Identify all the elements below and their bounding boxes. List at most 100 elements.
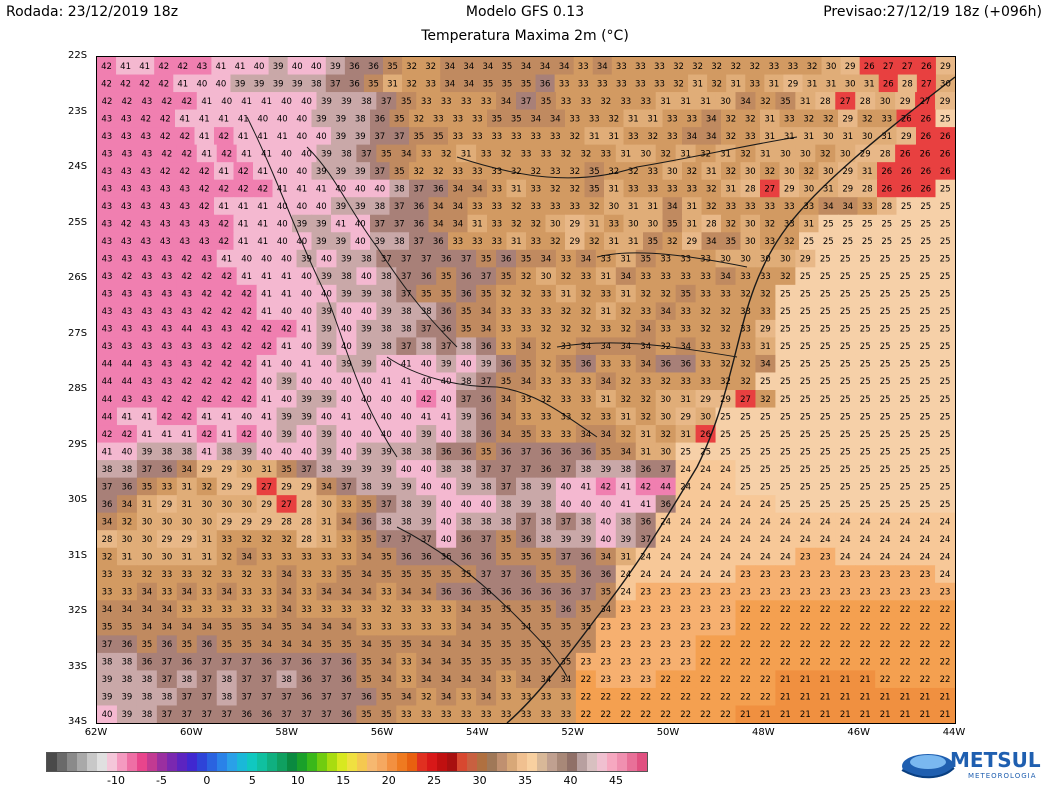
temperature-value: 25 <box>840 360 851 370</box>
temperature-cell <box>156 354 178 374</box>
temperature-value: 36 <box>481 395 492 405</box>
temperature-value: 24 <box>620 570 631 580</box>
temperature-value: 25 <box>820 447 831 457</box>
temperature-value: 37 <box>401 255 412 265</box>
temperature-cell <box>545 127 566 146</box>
temperature-cell <box>535 354 557 374</box>
temperature-cell <box>311 197 332 216</box>
temperature-value: 39 <box>292 79 303 89</box>
temperature-cell <box>176 319 198 339</box>
temperature-value: 36 <box>461 588 472 598</box>
temperature-cell <box>935 197 955 216</box>
temperature-cell <box>176 372 198 391</box>
temperature-value: 29 <box>860 149 871 159</box>
temperature-cell <box>448 197 469 216</box>
temperature-value: 21 <box>860 675 871 685</box>
temperature-cell <box>838 109 859 128</box>
temperature-value: 22 <box>760 640 771 650</box>
temperature-value: 42 <box>238 184 249 194</box>
temperature-cell <box>855 144 876 163</box>
temperature-cell <box>896 127 917 146</box>
temperature-value: 32 <box>580 325 591 335</box>
temperature-cell <box>350 109 371 128</box>
temperature-value: 33 <box>421 149 432 159</box>
temperature-value: 43 <box>101 184 112 194</box>
temperature-value: 42 <box>201 430 212 440</box>
temperature-value: 25 <box>760 465 771 475</box>
temperature-value: 32 <box>608 167 619 177</box>
temperature-cell <box>276 92 298 111</box>
temperature-value: 40 <box>261 255 272 265</box>
temperature-value: 22 <box>920 605 931 615</box>
temperature-value: 33 <box>261 553 272 563</box>
temperature-value: 24 <box>920 517 931 527</box>
temperature-value: 42 <box>221 342 232 352</box>
temperature-value: 22 <box>920 623 931 633</box>
temperature-value: 34 <box>521 377 532 387</box>
temperature-cell <box>915 337 936 356</box>
temperature-value: 25 <box>920 202 931 212</box>
temperature-value: 25 <box>900 307 911 317</box>
temperature-value: 32 <box>589 237 600 247</box>
temperature-cell <box>196 354 218 374</box>
temperature-cell <box>156 249 178 268</box>
temperature-value: 25 <box>940 412 951 422</box>
temperature-value: 36 <box>433 184 444 194</box>
temperature-value: 24 <box>720 570 731 580</box>
temperature-value: 32 <box>706 202 717 212</box>
temperature-value: 22 <box>840 605 851 615</box>
temperature-cell <box>815 284 836 303</box>
temperature-cell <box>214 197 235 216</box>
temperature-value: 25 <box>840 412 851 422</box>
temperature-cell <box>440 74 460 93</box>
temperature-value: 33 <box>541 412 552 422</box>
temperature-cell <box>545 232 566 251</box>
temperature-value: 33 <box>501 693 512 703</box>
temperature-value: 33 <box>541 290 552 300</box>
temperature-value: 33 <box>569 202 580 212</box>
temperature-cell <box>496 337 517 356</box>
temperature-value: 38 <box>341 272 352 282</box>
temperature-value: 22 <box>820 640 831 650</box>
temperature-cell <box>526 232 547 251</box>
temperature-cell <box>428 162 449 181</box>
temperature-cell <box>336 249 357 268</box>
temperature-value: 36 <box>433 237 444 247</box>
temperature-cell <box>623 214 644 233</box>
temperature-value: 40 <box>301 377 312 387</box>
temperature-cell <box>895 92 916 111</box>
temperature-value: 33 <box>760 272 771 282</box>
temperature-value: 22 <box>680 693 691 703</box>
temperature-value: 31 <box>647 114 658 124</box>
temperature-cell <box>662 109 683 128</box>
temperature-value: 33 <box>628 132 639 142</box>
temperature-cell <box>376 284 397 303</box>
temperature-cell <box>877 214 898 233</box>
temperature-cell <box>196 249 218 268</box>
temperature-cell <box>545 179 566 198</box>
temperature-value: 36 <box>660 360 671 370</box>
temperature-value: 43 <box>179 220 190 230</box>
temperature-cell <box>389 197 410 216</box>
temperature-value: 37 <box>401 290 412 300</box>
temperature-value: 37 <box>102 640 113 650</box>
temperature-cell <box>476 319 497 339</box>
temperature-value: 33 <box>421 710 432 720</box>
temperature-value: 32 <box>406 62 417 72</box>
temperature-value: 34 <box>361 640 372 650</box>
temperature-cell <box>726 74 746 93</box>
temperature-value: 35 <box>521 658 532 668</box>
temperature-value: 33 <box>560 430 571 440</box>
temperature-value: 24 <box>700 482 711 492</box>
temperature-value: 32 <box>580 149 591 159</box>
temperature-value: 26 <box>940 149 951 159</box>
temperature-cell <box>97 302 118 321</box>
temperature-cell <box>675 319 697 339</box>
temperature-cell <box>356 267 377 286</box>
temperature-value: 31 <box>760 149 771 159</box>
temperature-value: 38 <box>441 465 452 475</box>
temperature-value: 35 <box>501 623 512 633</box>
temperature-value: 23 <box>660 640 671 650</box>
temperature-value: 42 <box>181 412 192 422</box>
temperature-cell <box>272 127 293 146</box>
